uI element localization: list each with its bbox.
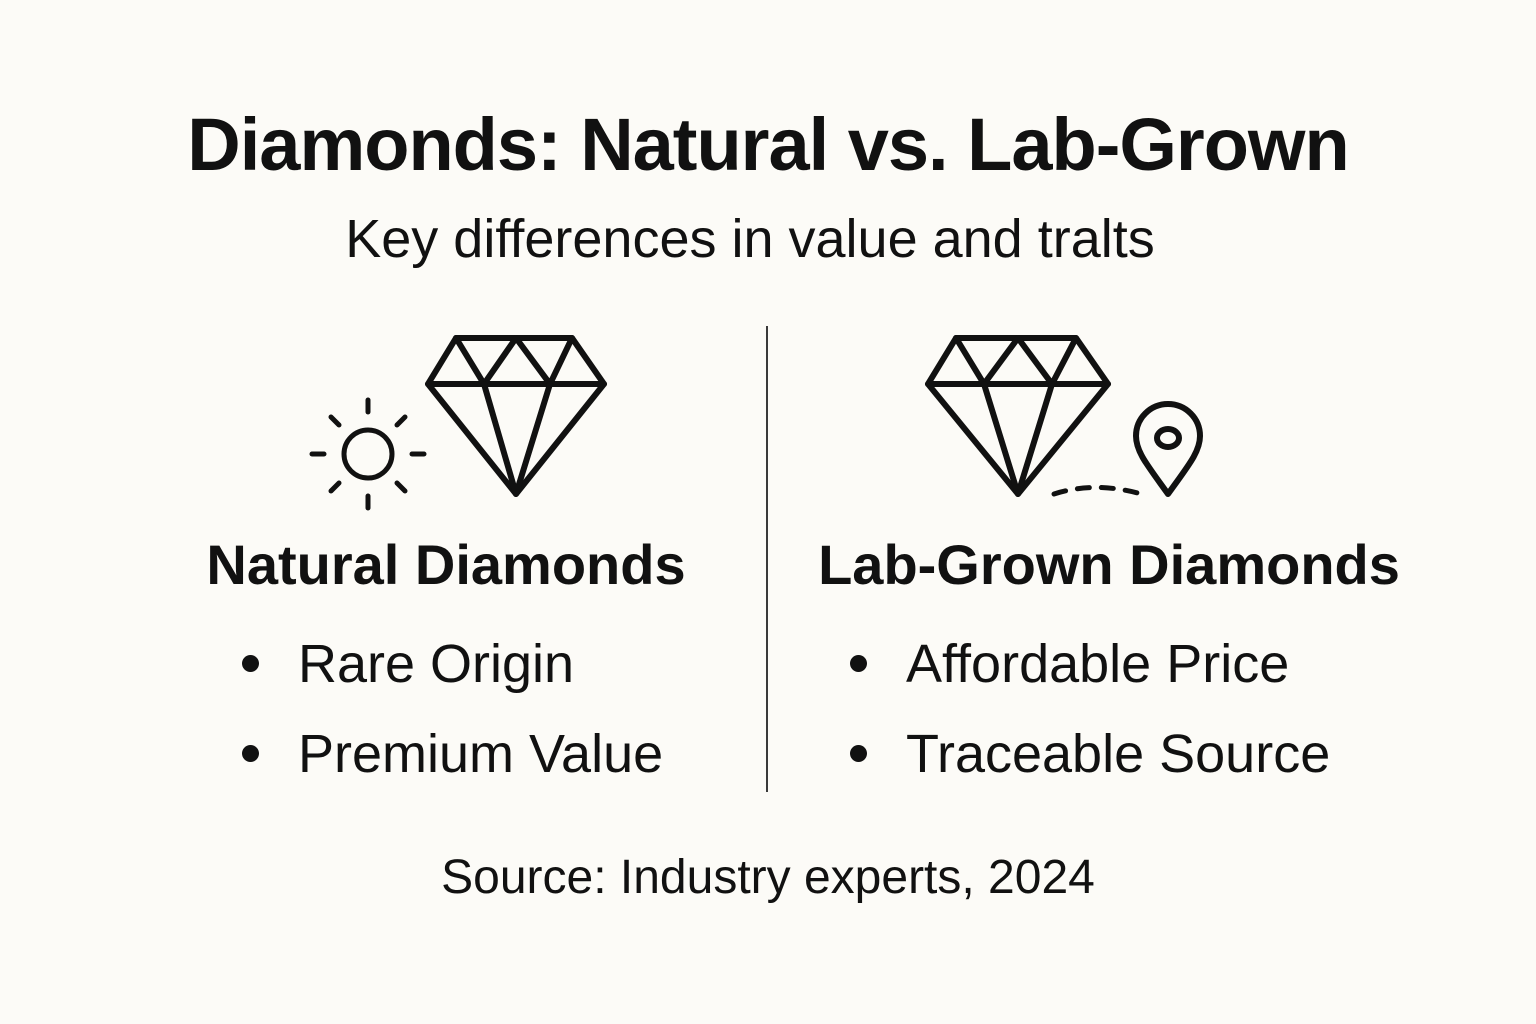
diamond-icon <box>425 335 607 497</box>
list-item-label: Affordable Price <box>906 634 1290 694</box>
bullet-icon <box>242 655 259 672</box>
bullet-icon <box>850 655 867 672</box>
natural-traits-list: Rare Origin Premium Value <box>240 634 663 814</box>
lab-grown-traits-list: Affordable Price Traceable Source <box>848 634 1330 814</box>
lab-grown-diamonds-heading: Lab-Grown Diamonds <box>818 533 1400 596</box>
dashed-path-icon <box>1051 485 1151 499</box>
natural-diamonds-heading: Natural Diamonds <box>206 533 686 596</box>
list-item: Traceable Source <box>848 724 1330 814</box>
column-divider <box>766 326 768 792</box>
list-item-label: Premium Value <box>298 724 664 784</box>
list-item-label: Traceable Source <box>906 724 1331 784</box>
sun-icon <box>309 397 427 511</box>
list-item: Rare Origin <box>240 634 663 724</box>
list-item: Premium Value <box>240 724 663 814</box>
page-subtitle: Key differences in value and tralts <box>345 209 1155 269</box>
list-item-label: Rare Origin <box>298 634 575 694</box>
source-caption: Source: Industry experts, 2024 <box>441 851 1095 904</box>
bullet-icon <box>242 745 259 762</box>
bullet-icon <box>850 745 867 762</box>
diamond-icon <box>925 335 1111 497</box>
list-item: Affordable Price <box>848 634 1330 724</box>
page-title: Diamonds: Natural vs. Lab-Grown <box>187 103 1349 186</box>
location-pin-icon <box>1133 401 1203 497</box>
